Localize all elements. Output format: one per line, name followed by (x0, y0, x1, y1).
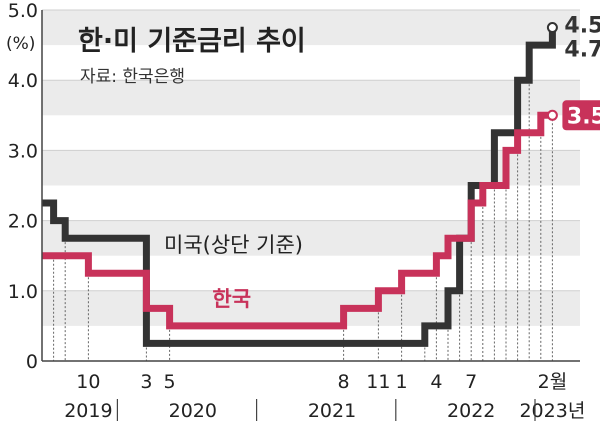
korea-rate-line (42, 111, 553, 330)
series-layer (42, 22, 558, 347)
grid-band (42, 10, 580, 46)
x-month-label: 11 (366, 371, 390, 393)
grid-band (42, 80, 580, 116)
grid-band (42, 290, 580, 326)
x-year-label: 2021 (308, 400, 356, 422)
korea-end-marker (546, 109, 558, 121)
x-month-label: 5 (164, 371, 176, 393)
us-end-marker (546, 22, 558, 34)
y-tick-label: 3.0 (8, 140, 38, 162)
x-year-label: 2022 (447, 400, 495, 422)
y-unit-label: (%) (6, 34, 35, 54)
y-tick-label: 2.0 (8, 211, 38, 233)
x-month-label: 7 (465, 371, 477, 393)
y-tick-label: 4.0 (8, 70, 38, 92)
x-month-label: 8 (338, 371, 350, 393)
chart-source: 자료: 한국은행 (80, 67, 185, 87)
y-tick-label: 5.0 (8, 0, 38, 22)
us-end-label-line: 4.75 (564, 38, 600, 63)
us-end-label-line: 4.5~ (564, 14, 600, 39)
korea-end-badge (562, 100, 600, 131)
grid-layer (42, 9, 580, 326)
x-month-label: 2월 (538, 371, 568, 393)
chart-title: 한·미 기준금리 추이 (78, 26, 306, 57)
us-end-label: 4.5~4.75 (564, 14, 600, 63)
y-tick-label: 1.0 (8, 281, 38, 303)
x-year-label: 2020 (169, 400, 217, 422)
x-year-label: 2019 (64, 400, 112, 422)
x-month-label: 10 (76, 371, 100, 393)
us-rate-line (42, 27, 556, 347)
x-month-label: 4 (430, 371, 442, 393)
korea-end-label: 3.5 (567, 104, 600, 129)
x-year-label: 2023년 (519, 400, 585, 422)
x-month-label: 1 (396, 371, 408, 393)
korea-series-label: 한국 (212, 287, 251, 311)
y-tick-label: 0 (26, 351, 38, 373)
us-series-label: 미국(상단 기준) (164, 233, 303, 257)
grid-band (42, 150, 580, 186)
x-month-label: 3 (140, 371, 152, 393)
